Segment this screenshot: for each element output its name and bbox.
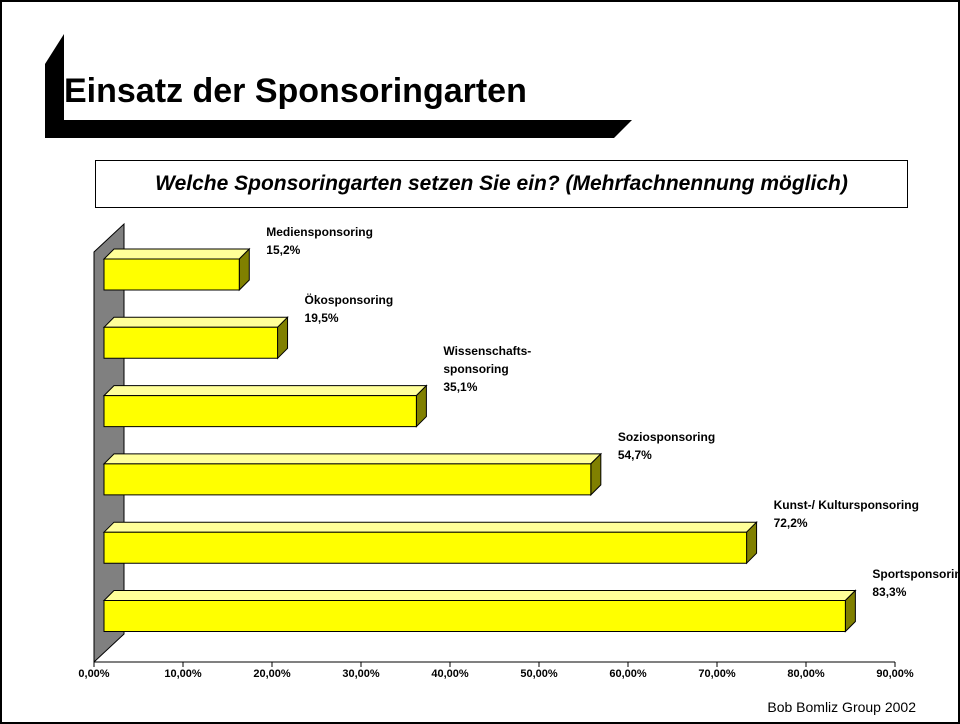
x-tick-label: 30,00%	[342, 668, 380, 680]
bar-top	[102, 248, 251, 260]
bar	[102, 316, 289, 360]
category-label: Sportsponsoring	[872, 566, 960, 581]
x-tick-label: 20,00%	[253, 668, 291, 680]
category-label: Wissenschafts- sponsoring	[443, 343, 532, 376]
bar-top	[102, 385, 428, 397]
chart-title: Welche Sponsoringarten setzen Sie ein? (…	[95, 160, 908, 208]
data-label: 15,2%	[266, 243, 301, 257]
bar-front	[103, 258, 240, 291]
data-label: 83,3%	[872, 584, 907, 599]
x-tick-label: 70,00%	[698, 668, 736, 680]
bar-top	[102, 453, 603, 465]
title-decoration	[45, 34, 632, 138]
x-tick-label: 0,00%	[78, 668, 110, 680]
bar-front	[103, 463, 592, 496]
bar	[102, 384, 428, 428]
data-label: 72,2%	[773, 516, 808, 531]
category-label: Ökosponsoring	[304, 293, 394, 308]
bar-top	[102, 590, 857, 601]
x-tick-label: 90,00%	[876, 668, 914, 680]
x-tick-label: 50,00%	[520, 668, 558, 680]
data-label: 35,1%	[443, 379, 478, 394]
bar-front	[103, 326, 279, 359]
bar-top	[102, 521, 758, 533]
bar	[102, 247, 251, 292]
x-tick-label: 80,00%	[787, 668, 825, 680]
category-label: Mediensponsoring	[266, 225, 373, 239]
x-tick-label: 40,00%	[431, 668, 469, 680]
bar-front	[103, 531, 748, 564]
bar-top	[102, 316, 289, 328]
footer: Bob Bomliz Group 2002	[767, 699, 916, 715]
bar	[102, 520, 758, 565]
x-tick-label: 10,00%	[164, 668, 202, 680]
x-tick-label: 60,00%	[609, 668, 647, 680]
data-label: 54,7%	[617, 447, 652, 462]
category-label: Kunst-/ Kultursponsoring	[773, 498, 919, 513]
bar-front	[103, 600, 846, 632]
bar	[102, 452, 603, 497]
category-label: Soziosponsoring	[617, 429, 716, 444]
slide-title: Einsatz der Sponsoringarten	[64, 72, 527, 110]
data-label: 19,5%	[304, 311, 339, 326]
bar-front	[103, 395, 417, 428]
bar	[102, 589, 857, 633]
